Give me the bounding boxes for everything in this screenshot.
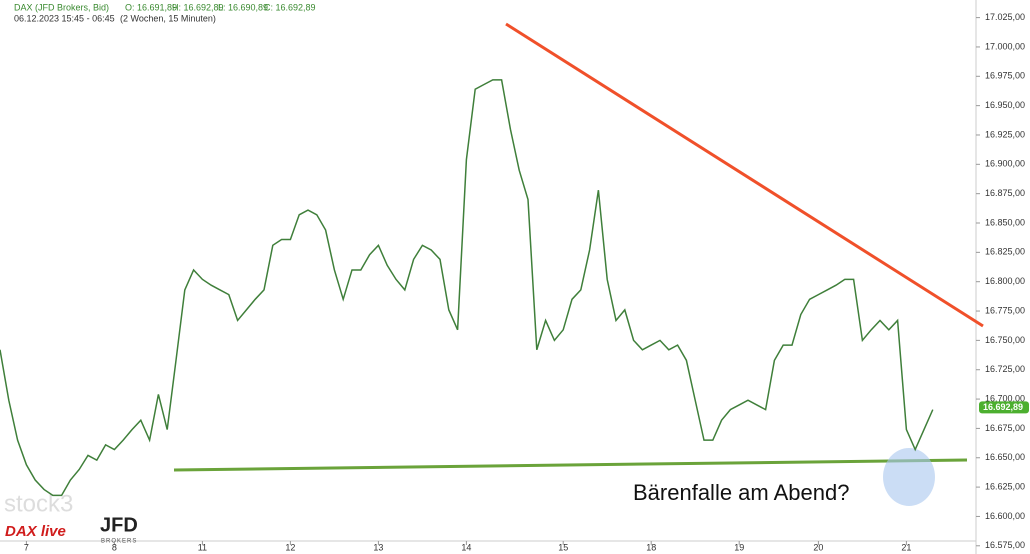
y-tick-label: 16.825,00 bbox=[985, 247, 1025, 257]
x-tick-label: 21 bbox=[901, 542, 911, 552]
x-tick-label: 8 bbox=[112, 542, 117, 552]
y-tick-label: 16.925,00 bbox=[985, 129, 1025, 139]
y-tick-label: 16.875,00 bbox=[985, 188, 1025, 198]
header-period: (2 Wochen, 15 Minuten) bbox=[120, 13, 216, 23]
y-tick-label: 16.650,00 bbox=[985, 452, 1025, 462]
last-price-label: 16.692,89 bbox=[983, 402, 1023, 412]
y-tick-label: 16.750,00 bbox=[985, 335, 1025, 345]
price-line bbox=[0, 79, 934, 497]
y-tick-label: 17.025,00 bbox=[985, 12, 1025, 22]
y-tick-label: 16.625,00 bbox=[985, 481, 1025, 491]
x-tick-label: 11 bbox=[198, 542, 207, 552]
y-tick-label: 16.675,00 bbox=[985, 423, 1025, 433]
y-tick-label: 17.000,00 bbox=[985, 41, 1025, 51]
y-tick-label: 16.800,00 bbox=[985, 276, 1025, 286]
x-tick-label: 7 bbox=[24, 542, 29, 552]
highlight-circle bbox=[883, 448, 935, 506]
resistance-line bbox=[505, 22, 984, 328]
x-tick-label: 14 bbox=[461, 542, 471, 552]
y-tick-label: 16.775,00 bbox=[985, 305, 1025, 315]
y-tick-label: 16.975,00 bbox=[985, 71, 1025, 81]
x-tick-label: 18 bbox=[646, 542, 656, 552]
y-tick-label: 16.900,00 bbox=[985, 159, 1025, 169]
y-tick-label: 16.950,00 bbox=[985, 100, 1025, 110]
x-tick-label: 20 bbox=[813, 542, 823, 552]
support-line bbox=[173, 458, 968, 472]
logo-brokers: BROKERS bbox=[101, 539, 137, 545]
y-tick-label: 16.700,00 bbox=[985, 393, 1025, 403]
x-tick-label: 15 bbox=[558, 542, 568, 552]
y-tick-label: 16.725,00 bbox=[985, 364, 1025, 374]
header-ohlc: H: 16.692,89 bbox=[172, 2, 224, 12]
last-price-tag bbox=[979, 401, 1029, 414]
logo-jfd: JFD bbox=[100, 514, 138, 536]
y-tick-label: 16.600,00 bbox=[985, 511, 1025, 521]
header-ohlc: O: 16.691,89 bbox=[125, 2, 177, 12]
logo-dax-live: DAX live bbox=[5, 523, 66, 540]
header-ohlc: C: 16.692,89 bbox=[264, 2, 316, 12]
y-tick-label: 16.575,00 bbox=[985, 540, 1025, 550]
header-symbol: DAX (JFD Brokers, Bid) bbox=[14, 2, 109, 12]
x-tick-label: 19 bbox=[734, 542, 744, 552]
y-tick-label: 16.850,00 bbox=[985, 217, 1025, 227]
annotation: Bärenfalle am Abend? bbox=[633, 480, 850, 505]
header-range: 06.12.2023 15:45 - 06:45 bbox=[14, 13, 115, 23]
x-tick-label: 13 bbox=[373, 542, 383, 552]
header-ohlc: L: 16.690,89 bbox=[218, 2, 268, 12]
x-tick-label: 12 bbox=[285, 542, 295, 552]
